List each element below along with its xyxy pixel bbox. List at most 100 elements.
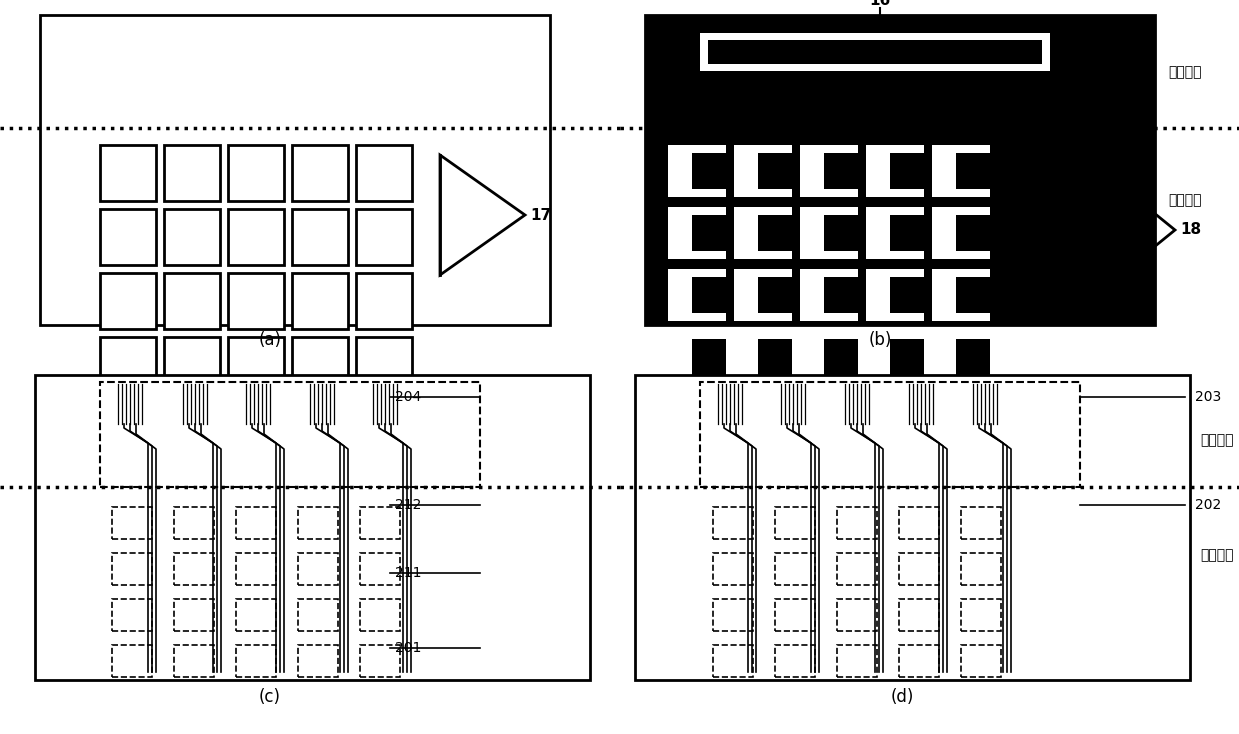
Bar — [776, 599, 815, 631]
Bar — [164, 209, 221, 265]
Bar — [776, 553, 815, 585]
Bar — [164, 337, 221, 393]
Bar — [824, 153, 857, 189]
Bar — [824, 339, 857, 375]
Bar — [228, 209, 284, 265]
Bar — [932, 145, 990, 197]
Bar — [668, 269, 726, 321]
Bar — [932, 269, 990, 321]
Bar — [900, 507, 939, 539]
Bar — [292, 273, 348, 329]
Bar — [299, 599, 338, 631]
Text: 电堆内部: 电堆内部 — [1201, 548, 1234, 562]
Bar — [361, 553, 400, 585]
Bar — [838, 553, 877, 585]
Bar — [668, 145, 726, 197]
Bar — [173, 507, 214, 539]
Bar — [235, 599, 276, 631]
Text: 203: 203 — [1194, 390, 1222, 404]
Bar — [932, 393, 990, 445]
Bar — [646, 15, 1155, 325]
Bar — [838, 645, 877, 677]
Bar — [356, 145, 413, 201]
Bar — [292, 401, 348, 457]
Bar — [776, 645, 815, 677]
Bar — [100, 382, 479, 487]
Text: (a): (a) — [259, 331, 281, 349]
Bar — [40, 15, 550, 325]
Bar — [758, 339, 792, 375]
Bar — [299, 507, 338, 539]
Bar — [164, 401, 221, 457]
Bar — [173, 553, 214, 585]
Bar — [800, 145, 857, 197]
Bar — [173, 645, 214, 677]
Bar — [891, 215, 924, 251]
Bar — [957, 215, 990, 251]
Bar — [693, 277, 726, 313]
Bar — [292, 337, 348, 393]
Text: 16: 16 — [870, 0, 891, 8]
Bar — [891, 401, 924, 437]
Bar — [636, 375, 1189, 680]
Bar — [100, 401, 156, 457]
Bar — [35, 375, 590, 680]
Bar — [235, 553, 276, 585]
Bar — [700, 33, 1049, 71]
Text: 201: 201 — [395, 641, 421, 655]
Bar — [100, 145, 156, 201]
Bar — [361, 645, 400, 677]
Text: 电堆外部: 电堆外部 — [1168, 65, 1202, 79]
Bar — [712, 553, 753, 585]
Bar — [112, 553, 152, 585]
Bar — [668, 207, 726, 259]
Bar — [164, 273, 221, 329]
Bar — [800, 393, 857, 445]
Bar — [957, 401, 990, 437]
Bar — [356, 337, 413, 393]
Text: (d): (d) — [891, 688, 913, 706]
Text: 211: 211 — [395, 566, 421, 580]
Bar — [733, 269, 792, 321]
Bar — [866, 269, 924, 321]
Bar — [758, 153, 792, 189]
Bar — [733, 393, 792, 445]
Bar — [733, 207, 792, 259]
Bar — [228, 337, 284, 393]
Bar — [891, 153, 924, 189]
Text: 204: 204 — [395, 390, 421, 404]
Bar — [900, 553, 939, 585]
Bar — [961, 553, 1001, 585]
Bar — [900, 599, 939, 631]
Bar — [866, 331, 924, 383]
Bar — [693, 215, 726, 251]
Bar — [100, 209, 156, 265]
Bar — [824, 277, 857, 313]
Bar — [712, 507, 753, 539]
Bar — [838, 507, 877, 539]
Bar — [824, 215, 857, 251]
Bar — [228, 401, 284, 457]
Text: 电堆外部: 电堆外部 — [1201, 433, 1234, 447]
Text: 电堆内部: 电堆内部 — [1168, 193, 1202, 207]
Bar — [112, 507, 152, 539]
Bar — [712, 645, 753, 677]
Bar — [112, 599, 152, 631]
Bar — [228, 145, 284, 201]
Bar — [866, 145, 924, 197]
Text: (b): (b) — [869, 331, 892, 349]
Bar — [668, 331, 726, 383]
Text: 202: 202 — [1194, 498, 1222, 512]
Bar — [957, 277, 990, 313]
Bar — [712, 599, 753, 631]
Bar — [292, 145, 348, 201]
Bar — [800, 331, 857, 383]
Bar — [824, 401, 857, 437]
Bar — [733, 145, 792, 197]
Bar — [235, 507, 276, 539]
Bar — [961, 645, 1001, 677]
Bar — [800, 269, 857, 321]
Bar — [164, 145, 221, 201]
Bar — [173, 599, 214, 631]
Bar — [758, 215, 792, 251]
